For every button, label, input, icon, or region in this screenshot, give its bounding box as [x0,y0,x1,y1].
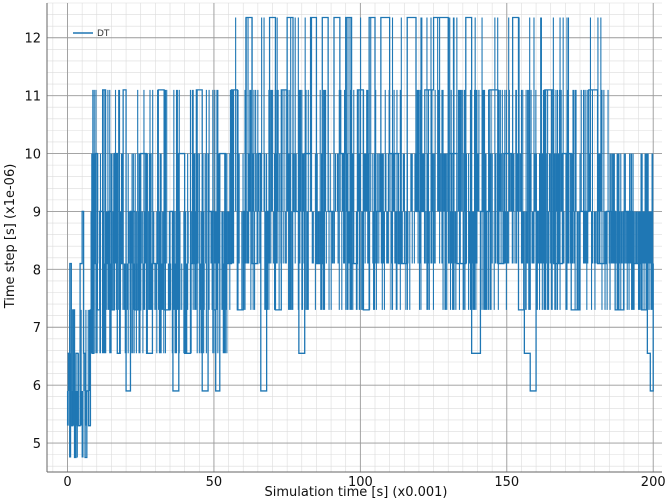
y-tick-label: 10 [24,148,41,163]
x-tick-label: 50 [206,475,223,490]
y-tick-label: 9 [33,205,41,220]
y-tick-label: 6 [33,379,41,394]
tick-labels: 0 50 100 150 200 5 6 7 8 9 10 11 12 [24,32,665,490]
series-layer [66,16,654,459]
x-tick-label: 100 [348,475,373,490]
x-tick-label: 150 [494,475,519,490]
x-axis-label: Simulation time [s] (x0.001) [265,485,448,500]
legend: DT [73,29,110,39]
y-axis-label: Time step [s] (x1e-06) [3,164,18,310]
x-tick-label: 200 [641,475,666,490]
y-tick-label: 8 [33,263,41,278]
legend-label-dt: DT [97,29,110,39]
y-tick-label: 7 [33,321,41,336]
y-tick-label: 12 [24,32,41,47]
x-tick-label: 0 [63,475,71,490]
series-band-dt [66,17,654,458]
y-tick-label: 5 [33,437,41,452]
y-tick-label: 11 [24,90,41,105]
axes [46,3,662,473]
